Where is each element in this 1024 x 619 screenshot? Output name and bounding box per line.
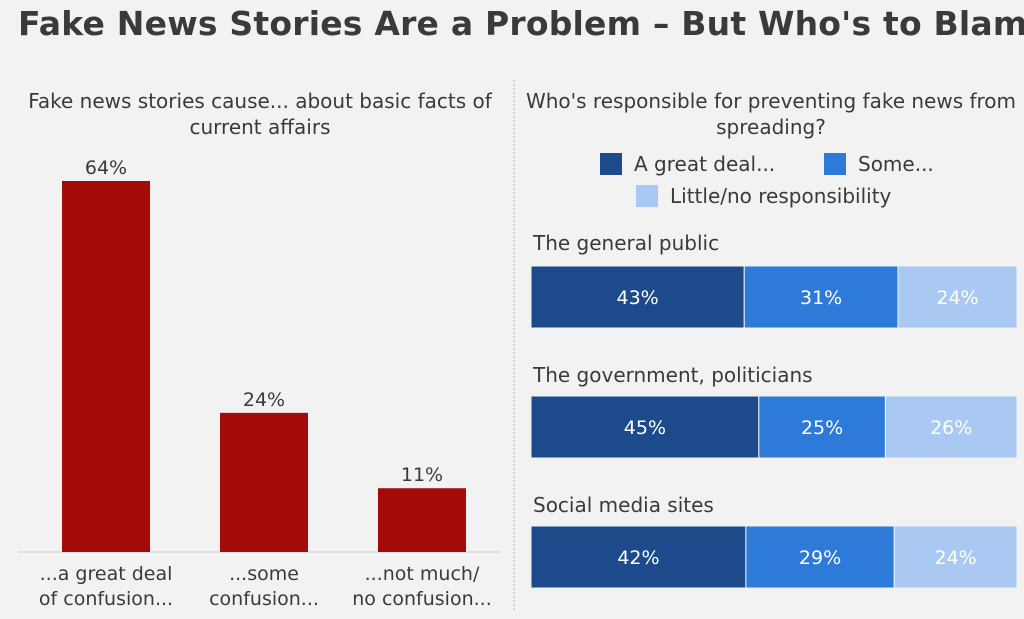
legend-item-great-deal: A great deal...: [600, 152, 775, 176]
segment-1-0: [530, 395, 760, 459]
segment-label-0-0: 43%: [617, 287, 659, 309]
segment-1-1: [758, 395, 886, 459]
x-tick-label-1-0: ...some: [229, 563, 299, 585]
segment-label-0-1: 31%: [800, 287, 842, 309]
segment-0-1: [743, 265, 899, 329]
bar-value-label-0: 64%: [85, 157, 127, 179]
segment-label-1-2: 26%: [930, 417, 972, 439]
responsibility-chart-panel: Who's responsible for preventing fake ne…: [518, 80, 1024, 615]
category-label-0: The general public: [532, 231, 719, 255]
category-label-1: The government, politicians: [532, 363, 813, 387]
bar-1: [220, 412, 308, 552]
x-tick-label-1-1: confusion...: [209, 588, 319, 610]
legend-swatch-great-deal: [600, 153, 622, 175]
category-label-2: Social media sites: [533, 493, 714, 517]
confusion-chart-panel: Fake news stories cause... about basic f…: [0, 80, 512, 615]
legend-item-little: Little/no responsibility: [636, 184, 891, 208]
segment-1-2: [884, 395, 1018, 459]
confusion-bar-chart: 64% ...a great deal of confusion... 24% ...s…: [18, 157, 500, 610]
segment-label-1-1: 25%: [801, 417, 843, 439]
segment-2-0: [530, 525, 747, 589]
segment-label-1-0: 45%: [624, 417, 666, 439]
bar-2: [378, 488, 466, 552]
bar-value-label-2: 11%: [401, 464, 443, 486]
confusion-chart-title: Fake news stories cause... about basic f…: [28, 89, 492, 139]
responsibility-stacked-bar-chart: The general public 43% 31% 24% The governmen…: [530, 231, 1018, 589]
legend-swatch-some: [824, 153, 846, 175]
x-tick-label-0-0: ...a great deal: [40, 563, 173, 585]
legend-item-some: Some...: [824, 152, 934, 176]
legend-label-little: Little/no responsibility: [670, 184, 892, 208]
segment-2-2: [893, 525, 1018, 589]
page-title: Fake News Stories Are a Problem – But Wh…: [18, 4, 1024, 43]
segment-0-2: [897, 265, 1018, 329]
responsibility-chart-title: Who's responsible for preventing fake ne…: [525, 89, 1017, 139]
x-tick-label-2-0: ...not much/: [365, 563, 480, 585]
segment-2-1: [745, 525, 895, 589]
legend-label-some: Some...: [858, 152, 934, 176]
x-tick-label-2-1: no confusion...: [352, 588, 492, 610]
legend-swatch-little: [636, 185, 658, 207]
bar-0: [62, 181, 150, 552]
panel-divider: [513, 80, 515, 610]
bar-value-label-1: 24%: [243, 389, 285, 411]
segment-label-0-2: 24%: [936, 287, 978, 309]
x-tick-label-0-1: of confusion...: [39, 588, 173, 610]
segment-label-2-1: 29%: [799, 547, 841, 569]
segment-label-2-0: 42%: [617, 547, 659, 569]
legend-label-great-deal: A great deal...: [634, 152, 776, 176]
segment-label-2-2: 24%: [934, 547, 976, 569]
